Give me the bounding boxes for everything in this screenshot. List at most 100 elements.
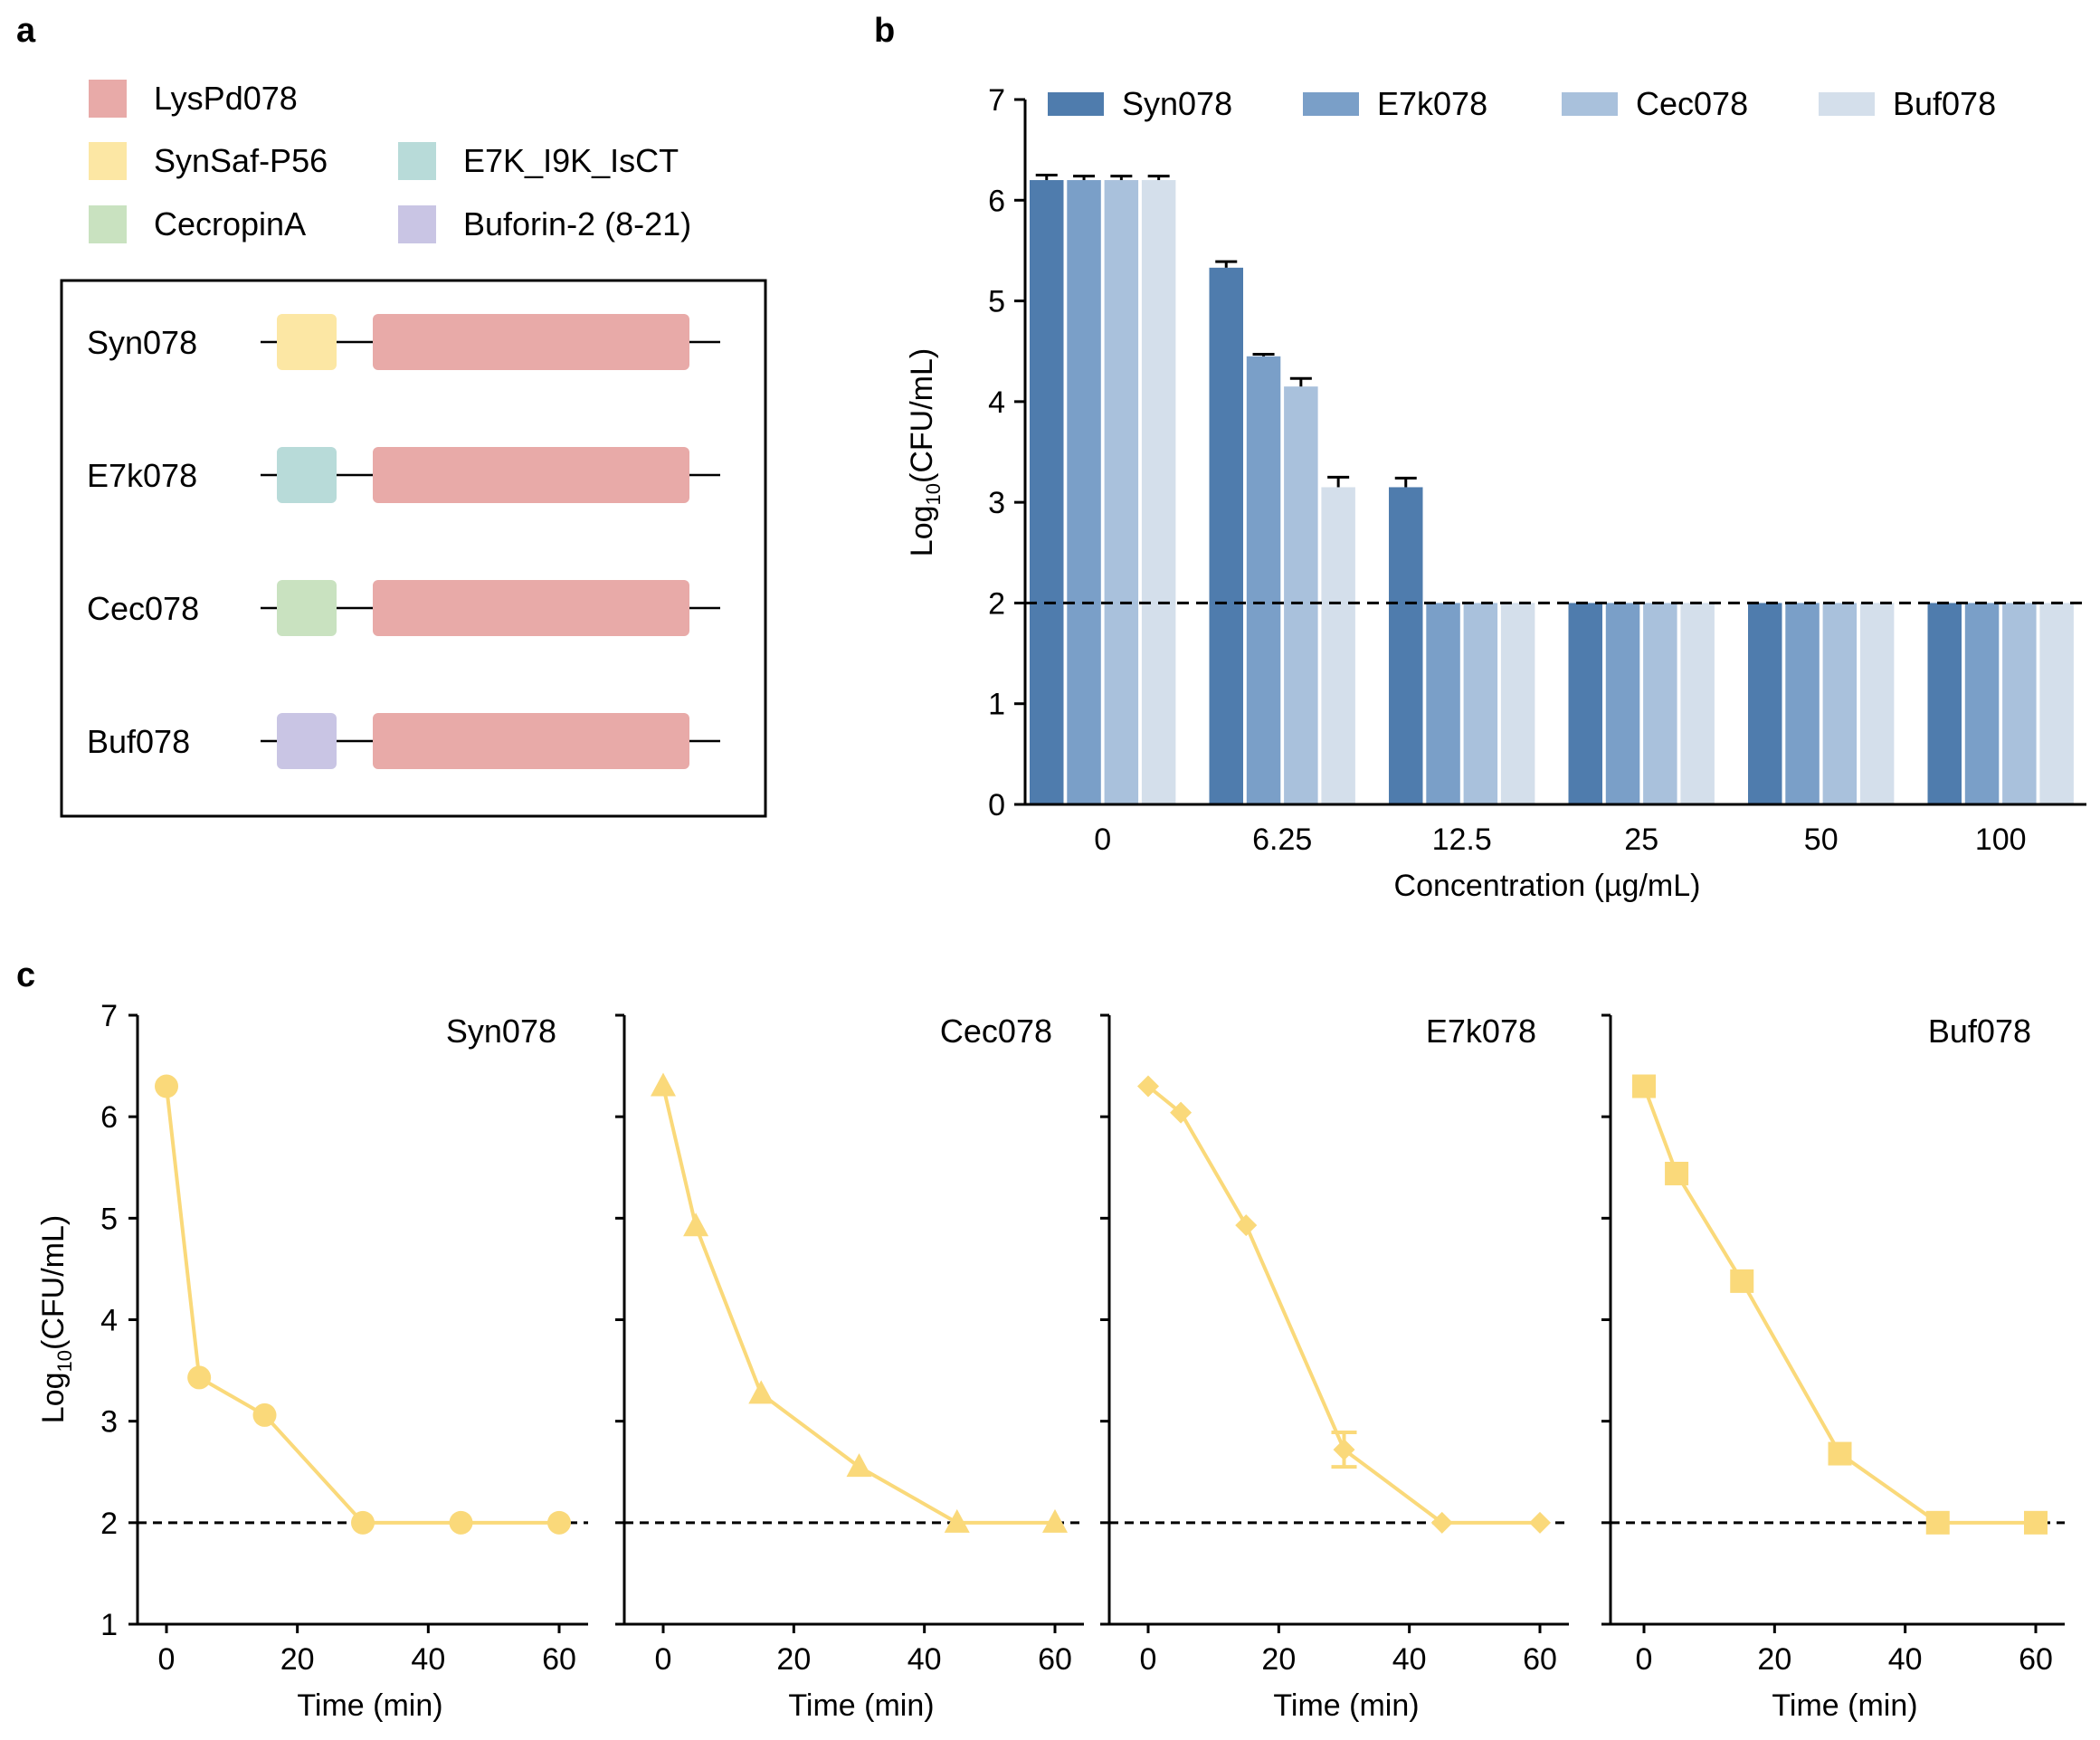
time-kill-panel-e7k078: 0 20 40 60 Time (min) E7k078 — [1100, 1013, 1569, 1723]
bar-syn078-6.25 — [1209, 267, 1243, 804]
data-point-syn078-t30 — [351, 1510, 375, 1535]
legend-label-2: SynSaf-P56 — [154, 142, 328, 179]
bar-cec078-50 — [1822, 603, 1858, 804]
legend-swatch-cec078 — [1562, 92, 1618, 116]
series-line-syn078 — [165, 1086, 559, 1525]
construct-name-e7k078: E7k078 — [87, 457, 197, 494]
bar-cec078-12.5 — [1463, 603, 1498, 804]
time-kill-curves: 1 2 3 4 5 6 7 0 20 40 60 Time (min) Log10(CFU/mL) Syn… — [36, 999, 2065, 1723]
data-point-syn078-t45 — [449, 1510, 473, 1535]
data-point-syn078-t15 — [252, 1402, 277, 1427]
x-tick-label: 0 — [1140, 1642, 1157, 1677]
bar-e7k078-100 — [1964, 603, 2000, 804]
time-kill-panel-cec078: 0 20 40 60 Time (min) Cec078 — [615, 1013, 1084, 1723]
legend-label-4: CecropinA — [154, 205, 306, 242]
y-tick-label: 6 — [988, 184, 1005, 218]
x-tick-label: 0 — [655, 1642, 672, 1677]
y-tick-label: 4 — [100, 1304, 118, 1338]
x-axis-title: Time (min) — [1772, 1688, 1917, 1723]
data-point-syn078-t5 — [187, 1365, 212, 1390]
construct-name-cec078: Cec078 — [87, 590, 199, 627]
lysin-domain-block — [373, 314, 689, 370]
bar-e7k078-25 — [1605, 603, 1640, 804]
y-tick-label: 2 — [988, 586, 1005, 621]
y-tick-label: 2 — [100, 1507, 118, 1541]
data-point-e7k078-t0 — [1137, 1075, 1159, 1098]
x-tick-label: 20 — [1757, 1642, 1791, 1677]
y-tick-label: 7 — [988, 83, 1005, 118]
y-axis-title: Log10(CFU/mL) — [905, 348, 945, 556]
lysin-domain-block — [373, 713, 689, 769]
x-tick-label: 20 — [280, 1642, 315, 1677]
panel-label-b: b — [874, 12, 895, 50]
y-tick-label: 5 — [100, 1202, 118, 1236]
x-tick-label: 40 — [411, 1642, 445, 1677]
x-axis-title: Concentration (µg/mL) — [1394, 869, 1701, 903]
peptide-tag-block — [277, 447, 337, 503]
bar-e7k078-6.25 — [1246, 356, 1281, 804]
peptide-tag-block — [277, 314, 337, 370]
data-point-cec078-t60 — [1042, 1508, 1068, 1533]
bar-buf078-50 — [1859, 603, 1895, 804]
x-tick-label: 40 — [1888, 1642, 1923, 1677]
lysin-domain-block — [373, 580, 689, 636]
peptide-tag-block — [277, 713, 337, 769]
panel-title-cec078: Cec078 — [940, 1013, 1052, 1050]
y-tick-label: 1 — [100, 1608, 118, 1642]
construct-name-buf078: Buf078 — [87, 723, 190, 760]
data-point-cec078-t45 — [944, 1508, 970, 1533]
peptide-tag-block — [277, 580, 337, 636]
data-point-e7k078-t5 — [1170, 1101, 1193, 1124]
bar-syn078-100 — [1927, 603, 1962, 804]
legend-label-3: E7K_I9K_IsCT — [463, 142, 679, 179]
bar-e7k078-12.5 — [1426, 603, 1460, 804]
data-point-e7k078-t45 — [1430, 1511, 1453, 1534]
y-tick-label: 5 — [988, 285, 1005, 319]
bar-syn078-12.5 — [1389, 487, 1423, 804]
panel-title-syn078: Syn078 — [446, 1013, 556, 1050]
bar-buf078-0 — [1141, 180, 1176, 804]
domain-legend: LysPd078 SynSaf-P56 E7K_I9K_IsCT CecropinA B… — [89, 80, 691, 243]
data-point-buf078-t15 — [1730, 1269, 1754, 1293]
data-point-e7k078-t15 — [1235, 1214, 1258, 1237]
bar-chart-cfu-vs-concentration: 0 1 2 3 4 5 6 7 Log10(CFU/mL) 0 6.25 12.5 25 50 100 Con… — [905, 83, 2086, 903]
bar-buf078-25 — [1680, 603, 1715, 804]
x-tick-label: 12.5 — [1432, 822, 1492, 857]
data-point-syn078-t0 — [155, 1074, 178, 1098]
data-point-buf078-t45 — [1925, 1510, 1950, 1535]
legend-label-cec078: Cec078 — [1636, 85, 1748, 122]
x-tick-label: 20 — [776, 1642, 811, 1677]
legend-swatch-buf078 — [1819, 92, 1875, 116]
bar-syn078-50 — [1748, 603, 1782, 804]
bar-cec078-100 — [2002, 603, 2037, 804]
panel-title-buf078: Buf078 — [1928, 1013, 2031, 1050]
bar-cec078-0 — [1104, 180, 1139, 804]
series-line-cec078 — [661, 1086, 1055, 1525]
y-tick-label: 1 — [988, 688, 1005, 722]
bar-buf078-12.5 — [1500, 603, 1535, 804]
x-tick-label: 25 — [1624, 822, 1658, 857]
bar-buf078-100 — [2039, 603, 2074, 804]
data-point-cec078-t0 — [651, 1072, 676, 1097]
bar-cec078-6.25 — [1284, 386, 1318, 804]
x-tick-label: 40 — [1392, 1642, 1427, 1677]
y-tick-label: 6 — [100, 1100, 118, 1135]
y-tick-label: 3 — [988, 486, 1005, 520]
bar-cec078-25 — [1643, 603, 1677, 804]
panel-label-a: a — [16, 12, 36, 50]
legend-swatch-4 — [89, 205, 127, 243]
data-point-cec078-t15 — [748, 1380, 774, 1404]
legend-swatch-syn078 — [1048, 92, 1104, 116]
legend-label-5: Buforin-2 (8-21) — [463, 205, 691, 242]
x-tick-label: 60 — [1523, 1642, 1557, 1677]
x-tick-label: 50 — [1804, 822, 1839, 857]
data-point-cec078-t5 — [683, 1212, 709, 1237]
x-tick-label: 0 — [1636, 1642, 1653, 1677]
time-kill-panel-buf078: 0 20 40 60 Time (min) Buf078 — [1601, 1013, 2065, 1723]
time-kill-panel-syn078: 1 2 3 4 5 6 7 0 20 40 60 Time (min) Log10(CFU/mL) Syn… — [36, 999, 588, 1723]
bar-e7k078-0 — [1067, 180, 1101, 804]
data-point-buf078-t0 — [1632, 1074, 1656, 1098]
bar-syn078-0 — [1030, 180, 1064, 804]
data-point-buf078-t30 — [1828, 1441, 1852, 1466]
